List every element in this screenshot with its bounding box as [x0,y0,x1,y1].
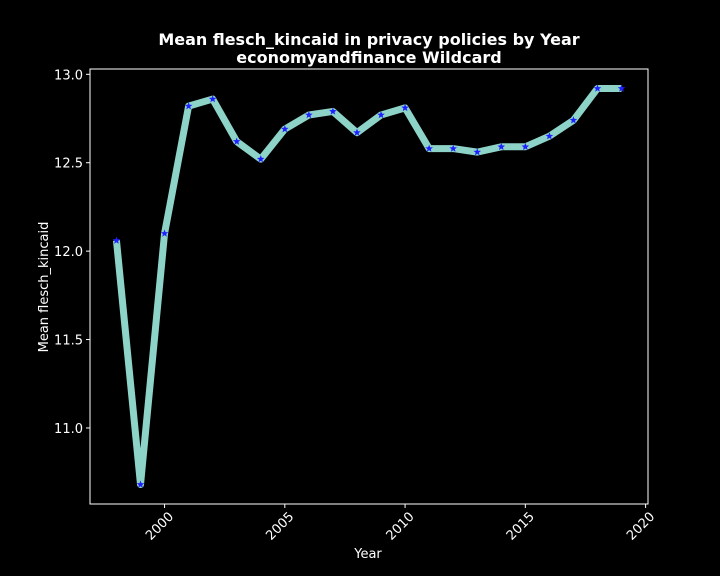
y-tick-label: 11.5 [54,334,83,349]
x-tick-label: 2005 [263,510,297,544]
y-tick-label: 13.0 [54,68,83,83]
data-point [208,95,217,103]
data-point [112,236,121,244]
data-point [569,116,578,124]
x-tick-label: 2020 [624,510,658,544]
data-point [593,84,602,92]
x-axis: 2000 2005 2010 2015 2020 [143,504,658,544]
data-point [184,102,193,110]
y-tick-label: 12.0 [54,245,83,260]
data-point [449,144,457,152]
data-point [281,125,289,133]
data-point [256,155,265,163]
chart-subtitle: economyandfinance Wildcard [236,48,502,67]
data-point [232,137,241,145]
y-tick-label: 11.0 [54,422,83,437]
data-point [425,144,433,152]
chart-title: Mean flesch_kincaid in privacy policies … [158,30,579,49]
axes-frame [89,68,649,505]
data-point [329,107,337,115]
data-point [473,148,482,156]
data-point [353,128,361,136]
y-tick-label: 12.5 [54,157,83,172]
y-axis: 11.0 11.5 12.0 12.5 13.0 [54,68,90,437]
data-point [136,480,145,488]
plot-area [89,68,649,505]
series-layer [112,84,626,489]
x-axis-label: Year [353,547,382,562]
data-point [305,110,313,119]
data-point [521,142,530,151]
data-point [545,132,554,140]
x-tick-label: 2010 [384,510,418,544]
series-line [112,84,622,489]
x-tick-label: 2000 [143,510,177,544]
data-point [160,229,169,237]
data-point [497,142,506,151]
data-point [401,103,409,112]
y-axis-label: Mean flesch_kincaid [37,222,52,353]
data-point [377,110,385,119]
x-tick-label: 2015 [504,510,538,544]
data-point [617,84,626,92]
